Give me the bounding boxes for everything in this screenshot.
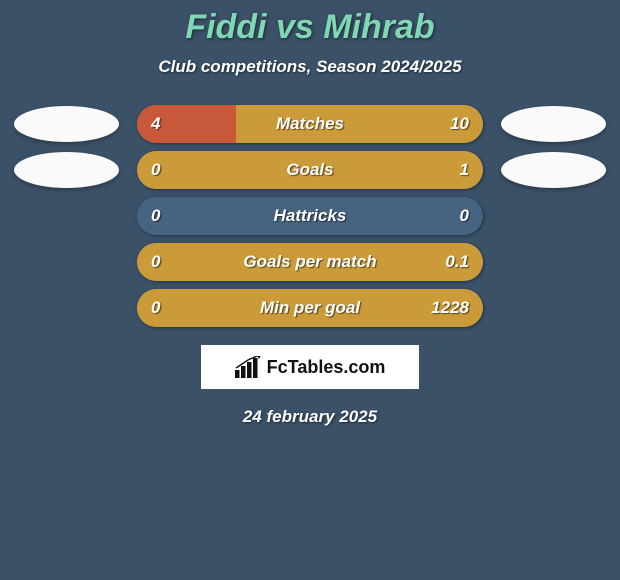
stat-bar: 0Min per goal1228 <box>137 289 483 327</box>
logo-text: FcTables.com <box>267 357 386 378</box>
avatar-spacer <box>501 198 606 234</box>
avatar-left <box>14 106 119 142</box>
stat-row: 0Hattricks0 <box>0 197 620 235</box>
stat-bar: 0Goals per match0.1 <box>137 243 483 281</box>
page-subtitle: Club competitions, Season 2024/2025 <box>0 57 620 77</box>
stat-label: Goals <box>137 151 483 189</box>
avatar-spacer <box>14 290 119 326</box>
avatar-spacer <box>501 244 606 280</box>
stat-right-value: 1 <box>460 151 469 189</box>
stat-bar: 0Goals1 <box>137 151 483 189</box>
avatar-spacer <box>14 244 119 280</box>
page-title: Fiddi vs Mihrab <box>0 0 620 47</box>
date-label: 24 february 2025 <box>0 407 620 427</box>
stat-label: Hattricks <box>137 197 483 235</box>
stat-row: 4Matches10 <box>0 105 620 143</box>
stat-bar: 4Matches10 <box>137 105 483 143</box>
stat-right-value: 0 <box>460 197 469 235</box>
stats-rows: 4Matches100Goals10Hattricks00Goals per m… <box>0 105 620 327</box>
stat-right-value: 1228 <box>431 289 469 327</box>
avatar-right <box>501 106 606 142</box>
stat-bar: 0Hattricks0 <box>137 197 483 235</box>
avatar-right <box>501 152 606 188</box>
stat-row: 0Goals per match0.1 <box>0 243 620 281</box>
stat-row: 0Goals1 <box>0 151 620 189</box>
stat-label: Goals per match <box>137 243 483 281</box>
logo-text-tables: Tables.com <box>288 357 386 377</box>
fctables-logo: FcTables.com <box>201 345 419 389</box>
stat-right-value: 0.1 <box>445 243 469 281</box>
avatar-left <box>14 152 119 188</box>
avatar-spacer <box>501 290 606 326</box>
stat-label: Matches <box>137 105 483 143</box>
chart-icon <box>235 356 261 378</box>
stat-row: 0Min per goal1228 <box>0 289 620 327</box>
stat-right-value: 10 <box>450 105 469 143</box>
avatar-spacer <box>14 198 119 234</box>
logo-text-fc: Fc <box>267 357 288 377</box>
